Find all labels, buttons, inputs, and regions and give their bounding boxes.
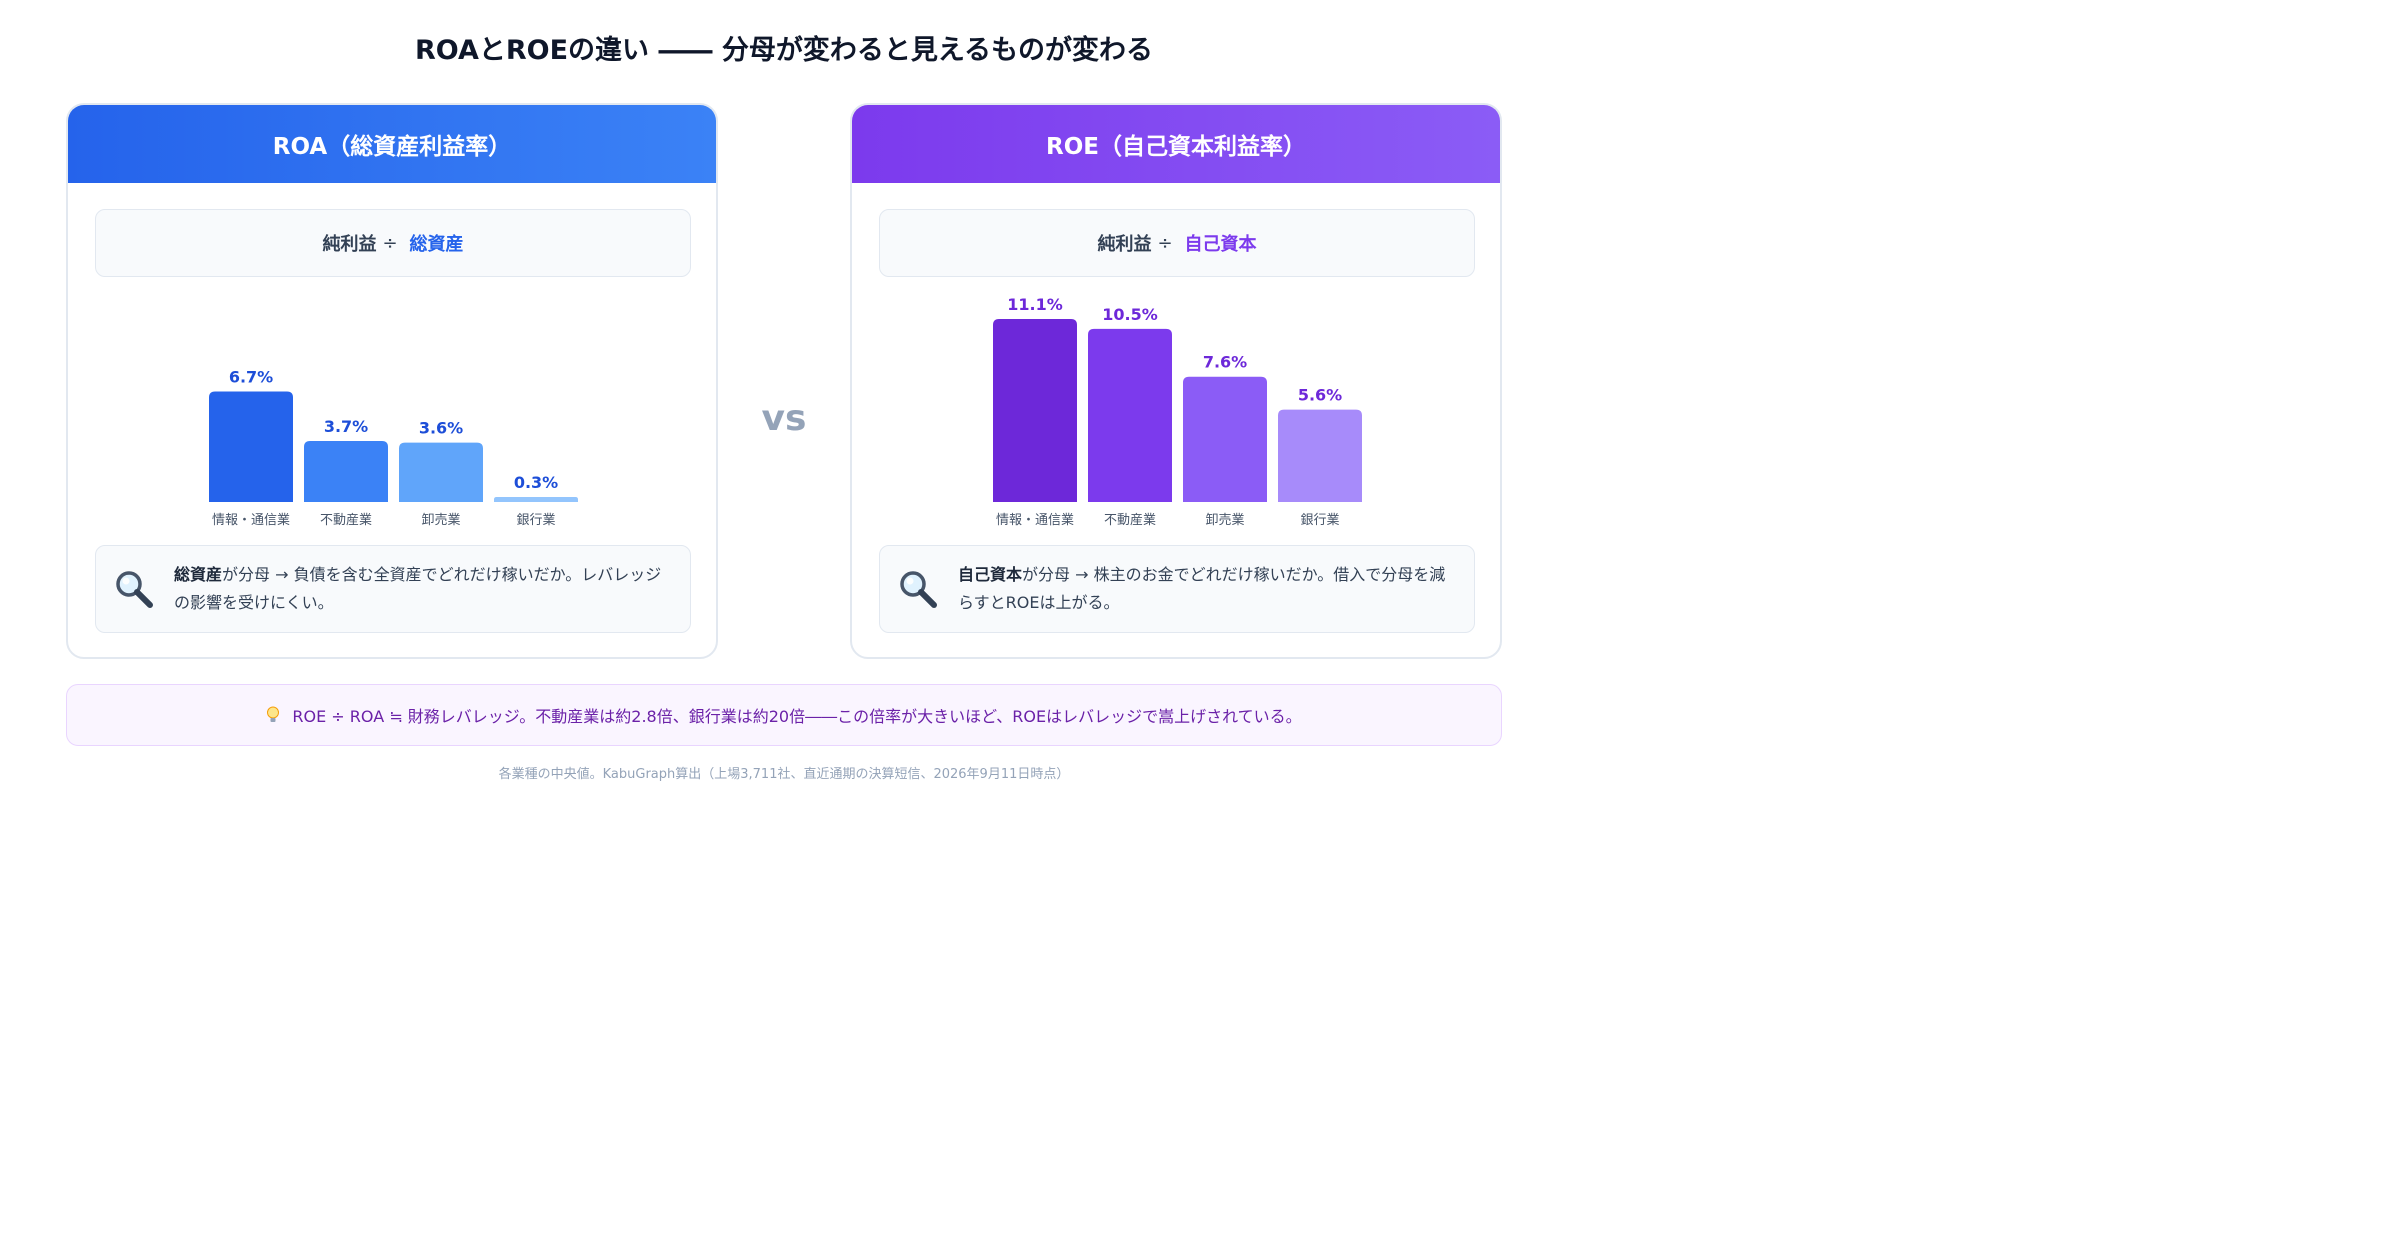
roa-formula-operator: ÷ <box>382 232 398 254</box>
category-label-roa-3: 銀行業 <box>516 512 555 528</box>
roa-chart: 6.7% 情報・通信業 3.7% 不動産業 3.6% 卸売業 0.3% 銀行業 <box>68 285 716 535</box>
vs-label: vs <box>761 398 807 439</box>
category-label-roe-3: 銀行業 <box>1300 512 1339 528</box>
roa-bar-chart: 6.7% 情報・通信業 3.7% 不動産業 3.6% 卸売業 0.3% 銀行業 <box>209 368 578 528</box>
bar-roa-1 <box>304 441 388 502</box>
page-title: ROAとROEの違い ―― 分母が変わると見えるものが変わる <box>414 35 1154 66</box>
roe-note: 自己資本が分母 → 株主のお金でどれだけ稼いだか。借入で分母を減らすとROEは上… <box>879 545 1475 633</box>
roe-formula-denominator: 自己資本 <box>1184 234 1257 255</box>
category-label-roa-0: 情報・通信業 <box>212 512 290 528</box>
roa-note-text: 総資産が分母 → 負債を含む全資産でどれだけ稼いだか。レバレッジの影響を受けにく… <box>174 561 670 617</box>
category-label-roe-1: 不動産業 <box>1104 512 1156 528</box>
category-label-roe-0: 情報・通信業 <box>996 512 1074 528</box>
data-label-roe-3: 5.6% <box>1298 386 1342 405</box>
roa-formula-numerator: 純利益 <box>322 234 377 255</box>
category-label-roe-2: 卸売業 <box>1205 512 1244 528</box>
roe-formula-numerator: 純利益 <box>1097 234 1152 255</box>
footer-note: 各業種の中央値。KabuGraph算出（上場3,711社、直近通期の決算短信、2… <box>498 767 1070 782</box>
category-label-roa-1: 不動産業 <box>320 512 372 528</box>
data-label-roa-0: 6.7% <box>229 368 273 387</box>
roe-note-text: 自己資本が分母 → 株主のお金でどれだけ稼いだか。借入で分母を減らすとROEは上… <box>958 561 1454 617</box>
bar-roe-1 <box>1088 328 1172 502</box>
data-label-roa-3: 0.3% <box>514 473 558 492</box>
roa-formula-denominator: 総資産 <box>409 234 464 255</box>
roe-card: ROE（自己資本利益率） 純利益 ÷ 自己資本 11.1% 情報・通信業 10.5%… <box>850 103 1502 659</box>
category-label-roa-2: 卸売業 <box>421 512 460 528</box>
data-label-roe-1: 10.5% <box>1102 305 1158 324</box>
data-label-roa-2: 3.6% <box>419 419 463 438</box>
roa-formula: 純利益 ÷ 総資産 <box>95 209 691 277</box>
roe-card-header: ROE（自己資本利益率） <box>852 105 1500 183</box>
roe-bar-chart: 11.1% 情報・通信業 10.5% 不動産業 7.6% 卸売業 5.6% 銀行業 <box>993 295 1362 528</box>
leverage-banner: ROE ÷ ROA ≒ 財務レバレッジ。不動産業は約2.8倍、銀行業は約20倍―… <box>66 684 1502 746</box>
data-label-roe-0: 11.1% <box>1007 295 1063 314</box>
bar-roa-0 <box>209 391 293 502</box>
roe-formula-operator: ÷ <box>1157 232 1173 254</box>
roe-formula: 純利益 ÷ 自己資本 <box>879 209 1475 277</box>
roa-note-bold: 総資産 <box>174 565 223 584</box>
data-label-roe-2: 7.6% <box>1203 353 1247 372</box>
roe-chart: 11.1% 情報・通信業 10.5% 不動産業 7.6% 卸売業 5.6% 銀行業 <box>852 285 1500 535</box>
bar-roe-2 <box>1183 376 1267 502</box>
bar-roa-3 <box>494 497 578 502</box>
bar-roe-3 <box>1278 409 1362 502</box>
roa-card-header: ROA（総資産利益率） <box>68 105 716 183</box>
roe-note-body: が分母 → 株主のお金でどれだけ稼いだか。借入で分母を減らすとROEは上がる。 <box>958 565 1446 612</box>
banner-text: ROE ÷ ROA ≒ 財務レバレッジ。不動産業は約2.8倍、銀行業は約20倍―… <box>292 707 1302 726</box>
roa-card: ROA（総資産利益率） 純利益 ÷ 総資産 6.7% 情報・通信業 3.7% 不動産業… <box>66 103 718 659</box>
bar-roe-0 <box>993 319 1077 502</box>
roa-note-body: が分母 → 負債を含む全資産でどれだけ稼いだか。レバレッジの影響を受けにくい。 <box>174 565 662 612</box>
data-label-roa-1: 3.7% <box>324 417 368 436</box>
roa-note: 総資産が分母 → 負債を含む全資産でどれだけ稼いだか。レバレッジの影響を受けにく… <box>95 545 691 633</box>
magnifier-icon <box>116 571 153 608</box>
lightbulb-icon <box>267 706 280 722</box>
magnifier-icon <box>900 571 937 608</box>
bar-roa-2 <box>399 442 483 502</box>
roe-note-bold: 自己資本 <box>958 565 1023 584</box>
